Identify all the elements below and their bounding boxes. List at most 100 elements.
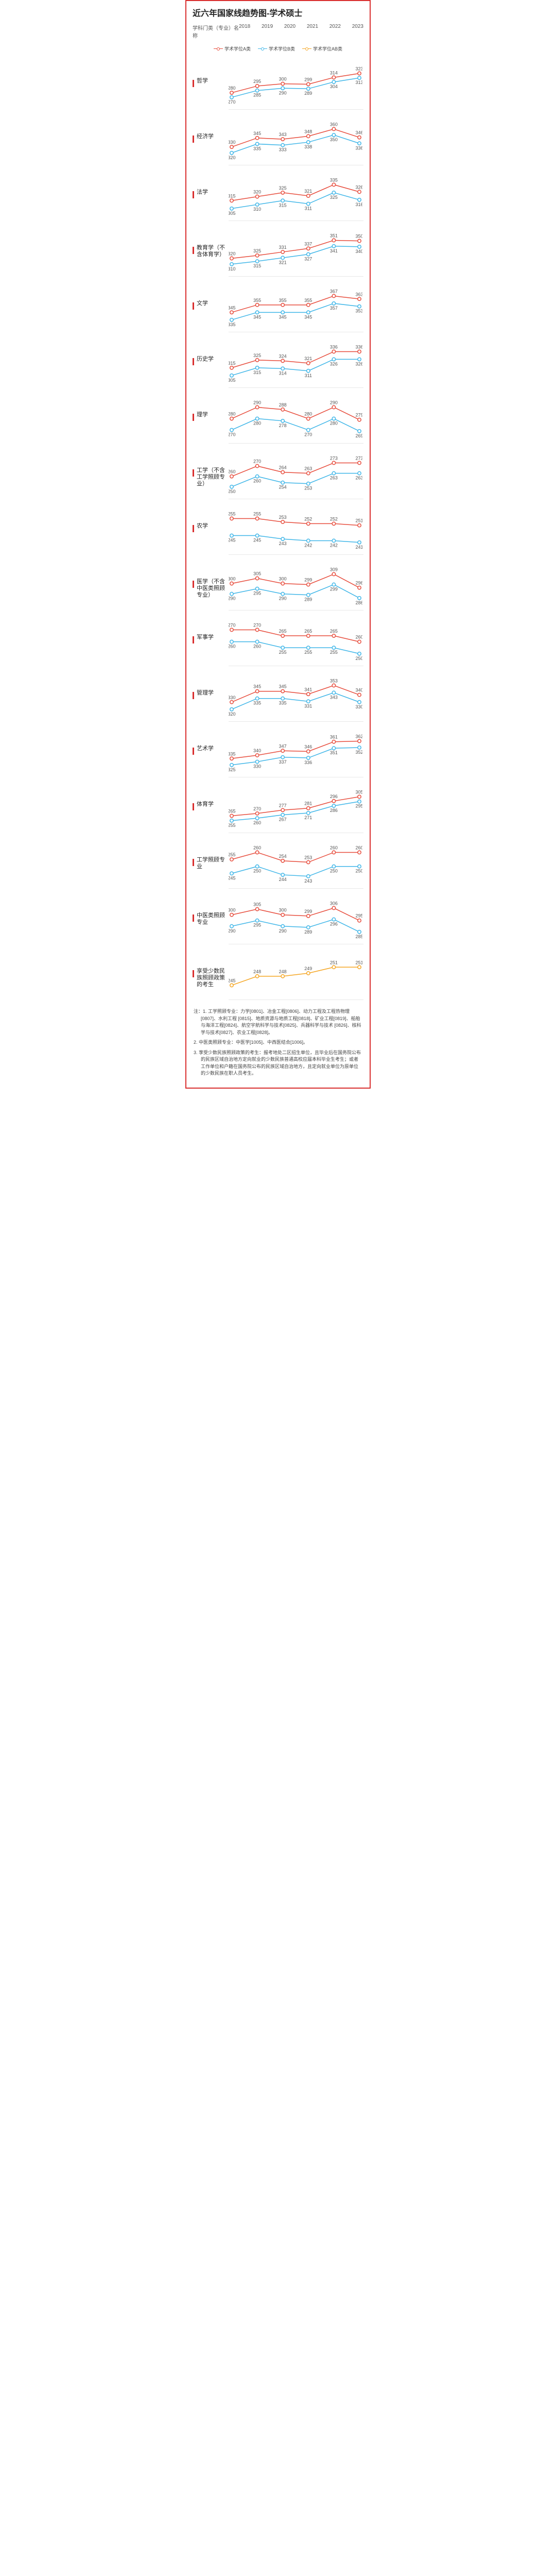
data-point (230, 91, 233, 94)
label-accent (193, 358, 194, 365)
chart-row: 管理学330345345341353340320335335331343330 (186, 669, 370, 722)
data-point (332, 358, 335, 361)
data-point (281, 697, 284, 700)
data-point (358, 430, 361, 433)
data-label: 280 (253, 421, 261, 426)
data-label: 289 (304, 929, 312, 935)
chart-area: 315320325321335326305310315311325316 (229, 168, 363, 221)
data-label: 269 (355, 433, 362, 438)
series-line (232, 741, 359, 758)
data-label: 361 (330, 735, 338, 740)
series-line (232, 642, 359, 654)
data-point (255, 577, 258, 580)
data-point (255, 628, 258, 631)
data-point (307, 756, 310, 759)
data-label: 311 (305, 206, 312, 211)
data-label: 265 (279, 629, 287, 634)
data-label: 260 (355, 635, 362, 640)
data-point (307, 700, 310, 703)
data-point (307, 594, 310, 597)
data-label: 288 (279, 402, 287, 408)
data-label: 309 (330, 567, 338, 572)
data-point (230, 485, 233, 488)
subject-name: 历史学 (197, 356, 214, 363)
subject-name: 农学 (197, 523, 208, 530)
data-label: 335 (279, 701, 287, 706)
chart-svg: 245248248249251251 (229, 947, 362, 999)
data-label: 248 (253, 969, 261, 974)
data-point (281, 144, 284, 147)
data-label: 245 (253, 538, 261, 543)
data-point (358, 350, 361, 353)
col-label: 学科门类（专业）名称 (193, 24, 239, 39)
data-label: 254 (279, 485, 287, 490)
subject-name: 理学 (197, 412, 208, 418)
data-point (230, 913, 233, 917)
data-label: 249 (304, 966, 312, 971)
subject-label: 艺术学 (193, 725, 229, 777)
data-label: 253 (304, 486, 312, 491)
chart-area: 270270265265265260260260255255255250 (229, 614, 363, 666)
data-point (230, 872, 233, 875)
data-label: 321 (279, 260, 287, 265)
data-point (358, 865, 361, 868)
series-line (232, 473, 359, 487)
data-point (358, 693, 361, 697)
charts-container: 哲学280295300299314323270285290289304313经济… (186, 57, 370, 1000)
data-point (332, 417, 335, 420)
data-label: 295 (253, 591, 261, 596)
data-point (307, 194, 310, 197)
series-line (232, 574, 359, 587)
data-point (332, 865, 335, 868)
data-point (255, 303, 258, 307)
data-point (255, 260, 258, 263)
data-point (255, 760, 258, 763)
data-label: 286 (355, 600, 362, 605)
chart-svg: 255255253252252251245245243242242241 (229, 502, 362, 554)
subject-label: 医学（不含中医类照顾专业） (193, 558, 229, 611)
chart-area: 300305300299306295290295290289296285 (229, 892, 363, 944)
subject-name: 教育学（不含体育学） (197, 245, 229, 258)
data-label: 290 (279, 928, 287, 934)
data-label: 315 (253, 263, 261, 268)
data-label: 310 (229, 266, 236, 272)
chart-row: 艺术学335340347346361362325330337336351352 (186, 725, 370, 777)
data-point (255, 697, 258, 700)
data-label: 254 (279, 854, 287, 859)
subject-label: 中医类照顾专业 (193, 892, 229, 944)
data-label: 270 (253, 806, 261, 811)
chart-row: 法学315320325321335326305310315311325316 (186, 168, 370, 221)
data-point (255, 865, 258, 868)
year-label: 2019 (262, 24, 273, 39)
data-label: 280 (330, 421, 338, 426)
data-point (230, 814, 233, 817)
data-label: 280 (229, 86, 236, 91)
chart-svg: 280290288280290279270280278270280269 (229, 391, 362, 443)
data-point (307, 141, 310, 144)
subject-label: 理学 (193, 391, 229, 444)
data-point (230, 311, 233, 314)
data-point (332, 522, 335, 525)
page-container: 近六年国家线趋势图-学术硕士 学科门类（专业）名称 20182019202020… (185, 0, 371, 1089)
data-point (332, 740, 335, 743)
data-label: 260 (330, 845, 338, 850)
data-point (358, 739, 361, 742)
chart-row: 历史学315325324321336336305315314311326326 (186, 335, 370, 388)
data-label: 304 (330, 84, 338, 89)
data-label: 321 (304, 189, 312, 194)
data-label: 299 (304, 578, 312, 583)
data-point (281, 367, 284, 370)
data-label: 260 (253, 845, 261, 850)
data-point (358, 72, 361, 75)
data-point (255, 919, 258, 922)
data-label: 305 (253, 571, 261, 577)
data-label: 295 (355, 913, 362, 919)
chart-area: 255255253252252251245245243242242241 (229, 502, 363, 555)
data-label: 315 (279, 202, 287, 208)
data-point (281, 646, 284, 649)
data-point (358, 471, 361, 474)
chart-row: 理学280290288280290279270280278270280269 (186, 391, 370, 444)
data-point (358, 198, 361, 201)
chart-area: 280290288280290279270280278270280269 (229, 391, 363, 444)
chart-svg: 330345343348360346320335333338350336 (229, 113, 362, 164)
